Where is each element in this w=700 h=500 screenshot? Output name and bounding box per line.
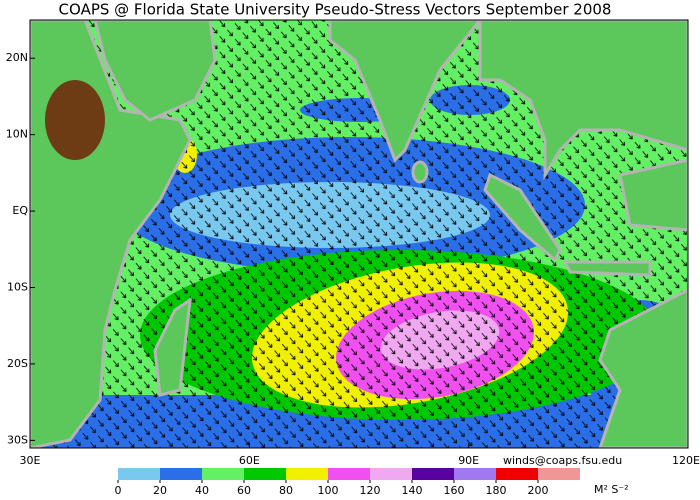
x-tick-label: 90E — [458, 454, 479, 467]
sri-lanka — [411, 160, 429, 184]
map-frame — [29, 19, 689, 449]
x-tick-label: 120E — [672, 454, 700, 467]
colorbar-tick-label: 60 — [237, 484, 251, 497]
colorbar-tick-label: 160 — [444, 484, 465, 497]
colorbar-box — [160, 468, 202, 480]
colorbar-tick-label: 20 — [153, 484, 167, 497]
credit: winds@coaps.fsu.edu — [503, 454, 622, 467]
colorbar-box — [244, 468, 286, 480]
title: COAPS @ Florida State University Pseudo-… — [59, 1, 612, 19]
southeast-asia — [478, 20, 688, 181]
y-tick-label: 10N — [6, 128, 28, 141]
madagascar — [153, 296, 192, 397]
colorbar-box — [370, 468, 412, 480]
australia — [598, 288, 688, 448]
y-tick-label: EQ — [12, 204, 28, 217]
colorbar-box — [286, 468, 328, 480]
colorbar-box — [496, 468, 538, 480]
x-tick-label: 60E — [239, 454, 260, 467]
colorbar-tick-label: 40 — [195, 484, 209, 497]
y-tick-label: 20S — [7, 357, 28, 370]
colorbar-units: M² S⁻² — [594, 483, 629, 496]
colorbar-tick-label: 200 — [528, 484, 549, 497]
java — [562, 260, 652, 277]
colorbar-box — [118, 468, 160, 480]
colorbar-box — [538, 468, 580, 480]
colorbar-tick-label: 100 — [318, 484, 339, 497]
y-tick-label: 30S — [7, 433, 28, 446]
x-tick-label: 30E — [20, 454, 41, 467]
colorbar-tick-label: 140 — [402, 484, 423, 497]
colorbar-box — [202, 468, 244, 480]
india — [328, 20, 482, 163]
y-tick-label: 10S — [7, 281, 28, 294]
arabia — [93, 20, 217, 122]
y-tick-label: 20N — [6, 51, 28, 64]
borneo — [618, 158, 688, 232]
colorbar-tick-label: 120 — [360, 484, 381, 497]
colorbar-tick-label: 180 — [486, 484, 507, 497]
highlands — [45, 80, 105, 160]
sumatra — [483, 172, 562, 263]
colorbar-box — [328, 468, 370, 480]
map — [30, 20, 688, 448]
colorbar-tick-label: 0 — [115, 484, 122, 497]
colorbar-tick-label: 80 — [279, 484, 293, 497]
colorbar-box — [454, 468, 496, 480]
colorbar-box — [412, 468, 454, 480]
